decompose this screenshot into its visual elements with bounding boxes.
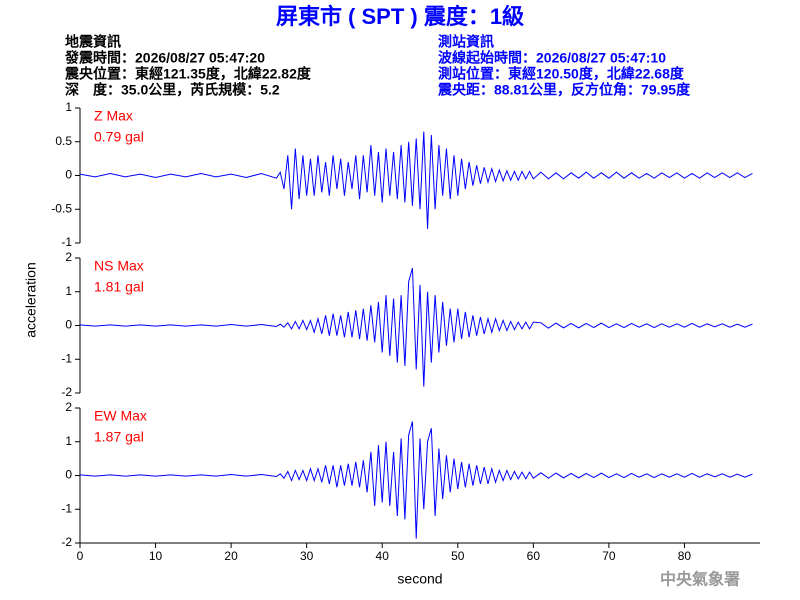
info-right: 測站位置：東經120.50度，北緯22.68度: [438, 66, 685, 82]
info-right: 波線起始時間：2026/08/27 05:47:10: [438, 50, 666, 66]
y-tick-label: -0.5: [51, 201, 72, 215]
y-tick-label: 1: [65, 434, 72, 448]
info-right: 測站資訊: [438, 34, 494, 50]
x-tick-label: 70: [602, 549, 616, 563]
y-tick-label: -1: [61, 235, 72, 249]
x-tick-label: 80: [678, 549, 692, 563]
y-tick-label: 0: [65, 318, 72, 332]
waveform: [79, 421, 753, 539]
info-left: 震央位置：東經121.35度，北緯22.82度: [64, 66, 312, 82]
y-tick-label: 2: [65, 250, 72, 264]
x-tick-label: 30: [300, 549, 314, 563]
x-tick-label: 20: [224, 549, 238, 563]
x-tick-label: 60: [527, 549, 541, 563]
info-left: 深 度：35.0公里，芮氏規模：5.2: [65, 82, 280, 98]
waveform: [79, 267, 753, 387]
annotation: Z Max: [94, 108, 133, 124]
y-tick-label: -1: [61, 501, 72, 515]
annotation: NS Max: [94, 258, 144, 274]
y-axis-label: acceleration: [23, 262, 39, 338]
x-tick-label: 10: [149, 549, 163, 563]
y-tick-label: -2: [61, 385, 72, 399]
y-tick-label: 1: [65, 284, 72, 298]
y-tick-label: 0.5: [55, 134, 72, 148]
info-right: 震央距：88.81公里，反方位角：79.95度: [437, 82, 691, 98]
x-axis-label: second: [397, 571, 442, 587]
y-tick-label: 0: [65, 168, 72, 182]
info-left: 發震時間：2026/08/27 05:47:20: [64, 50, 265, 66]
info-left: 地震資訊: [65, 34, 121, 50]
y-tick-label: 0: [65, 468, 72, 482]
annotation: EW Max: [94, 408, 147, 424]
y-tick-label: -2: [61, 535, 72, 549]
title: 屏東市 ( SPT ) 震度：1級: [276, 4, 524, 29]
y-tick-label: 2: [65, 400, 72, 414]
x-tick-label: 50: [451, 549, 465, 563]
waveform: [79, 131, 753, 229]
annotation: 1.87 gal: [94, 429, 144, 445]
annotation: 0.79 gal: [94, 129, 144, 145]
annotation: 1.81 gal: [94, 279, 144, 295]
footer: 中央氣象署: [660, 570, 740, 589]
y-tick-label: -1: [61, 351, 72, 365]
x-tick-label: 0: [77, 549, 84, 563]
x-tick-label: 40: [376, 549, 390, 563]
y-tick-label: 1: [65, 100, 72, 114]
